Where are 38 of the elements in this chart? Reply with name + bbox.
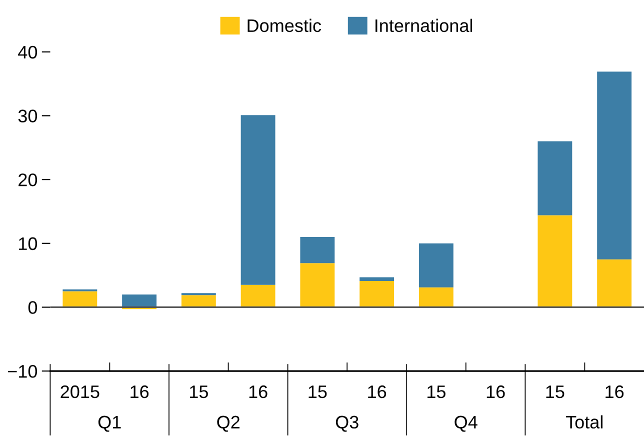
y-tick-label: 30 — [18, 110, 38, 122]
bar — [122, 294, 157, 308]
bar — [538, 141, 572, 216]
bar — [360, 281, 394, 308]
x-tick-label: 16 — [368, 385, 386, 398]
text: Q3 — [336, 416, 358, 432]
text: Total — [566, 415, 602, 429]
x-tick-label: 16 — [606, 385, 624, 398]
x-tick-label: 15 — [308, 386, 327, 398]
bar — [360, 277, 394, 282]
y-tick-label: 0 — [28, 301, 38, 314]
x-tick-label: 15 — [190, 386, 208, 398]
y-tick-label: 10 — [19, 237, 38, 250]
x-tick-label: 15 — [546, 386, 564, 398]
bar — [300, 263, 335, 308]
y-tick-label: 40 — [18, 46, 38, 59]
bar — [418, 287, 454, 308]
bar — [418, 243, 454, 288]
text: Q1 — [98, 416, 121, 432]
bar — [597, 259, 632, 308]
text: Q4 — [454, 416, 478, 432]
x-tick-label: 16 — [486, 385, 505, 398]
bar — [538, 215, 572, 308]
bar — [300, 236, 335, 264]
legend-label: International — [376, 18, 472, 32]
bar — [597, 72, 632, 260]
x-tick-label: 2015 — [60, 385, 100, 398]
bar — [240, 115, 276, 285]
y-tick-label: −10 — [8, 364, 38, 378]
x-tick-label: 16 — [249, 385, 268, 398]
bar — [240, 284, 276, 308]
bar — [181, 295, 216, 308]
bar — [62, 291, 98, 308]
y-tick-label: 20 — [18, 173, 38, 186]
legend-label: Domestic — [248, 18, 322, 32]
x-tick-label: 15 — [428, 386, 446, 398]
x-tick-label: 16 — [130, 385, 149, 398]
text: Q2 — [217, 416, 240, 432]
